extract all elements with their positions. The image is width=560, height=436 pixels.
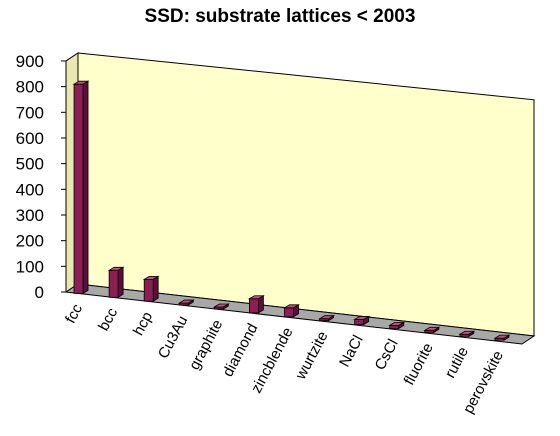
- y-tick-label: 800: [16, 78, 44, 97]
- bar: [284, 307, 294, 318]
- chart-title: SSD: substrate lattices < 2003: [144, 6, 416, 27]
- x-tick-label: wurtzite: [292, 329, 332, 384]
- y-tick-label: 0: [35, 283, 44, 302]
- y-tick-label: 500: [16, 155, 44, 174]
- bar: [108, 269, 119, 298]
- bar: [354, 319, 365, 325]
- bar: [143, 278, 154, 302]
- bar-top: [142, 275, 160, 280]
- x-tick-label: rutile: [442, 344, 472, 381]
- bar-top: [107, 266, 125, 271]
- bar-side: [152, 275, 159, 302]
- x-tick-label: bcc: [95, 305, 121, 334]
- bar-top: [423, 326, 441, 331]
- y-tick-label: 700: [16, 103, 44, 122]
- x-tick-label: fcc: [62, 301, 86, 326]
- bar-top: [177, 299, 195, 304]
- y-tick-label: 400: [16, 180, 44, 199]
- bar-top: [212, 303, 230, 308]
- bar: [73, 83, 84, 294]
- bar-top: [493, 334, 511, 339]
- bar: [389, 324, 400, 329]
- y-tick-label: 100: [16, 257, 44, 276]
- x-tick-label: NaCl: [336, 332, 367, 369]
- bar-top: [283, 304, 300, 309]
- x-tick-label: diamond: [219, 321, 261, 380]
- bar-top: [458, 330, 476, 335]
- bar-top: [388, 321, 406, 326]
- bar-side: [117, 266, 124, 298]
- bar-top: [318, 315, 336, 320]
- bar-side: [82, 80, 89, 295]
- x-tick-label: graphite: [186, 317, 226, 373]
- y-tick-label: 900: [16, 52, 44, 71]
- bar-top: [72, 80, 90, 85]
- bar-top: [247, 295, 265, 300]
- x-tick-label: fluorite: [401, 340, 437, 388]
- x-tick-label: hcp: [130, 309, 156, 338]
- y-tick-label: 200: [16, 232, 44, 251]
- y-tick-label: 600: [16, 129, 44, 148]
- bar: [249, 298, 259, 314]
- x-tick-label: CsCl: [371, 336, 401, 373]
- x-tick-label: Cu3Au: [155, 313, 192, 361]
- y-tick-label: 300: [16, 206, 44, 225]
- bar-top: [353, 316, 371, 320]
